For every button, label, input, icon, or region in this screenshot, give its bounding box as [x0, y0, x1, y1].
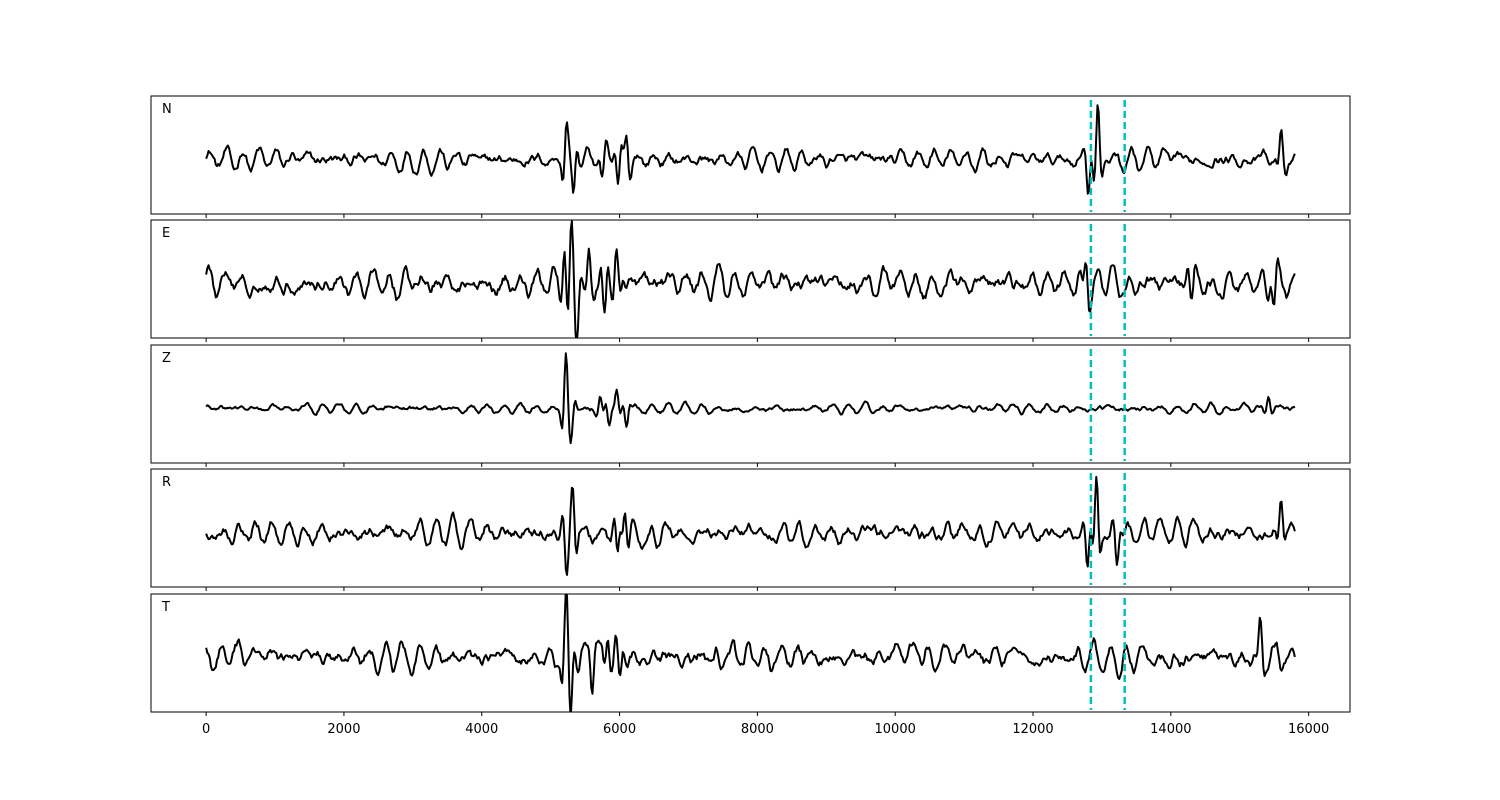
- panel-group: N E Z R T: [150, 95, 1351, 716]
- panel-e: E: [150, 219, 1351, 342]
- waveform-trace-e: [205, 220, 1296, 338]
- waveform-trace-n: [205, 104, 1296, 195]
- panel-frame: [150, 593, 1351, 713]
- x-tick-label: 12000: [1012, 722, 1053, 737]
- panel-frame: [150, 219, 1351, 339]
- panel-n: N: [150, 95, 1351, 218]
- panel-label-n: N: [162, 102, 172, 117]
- x-tick-label: 16000: [1288, 722, 1329, 737]
- panel-t: T: [150, 593, 1351, 716]
- panel-z: Z: [150, 344, 1351, 467]
- x-tick-label: 6000: [603, 722, 636, 737]
- panel-label-e: E: [162, 226, 170, 241]
- waveform-trace-t: [205, 594, 1296, 712]
- panel-label-t: T: [161, 600, 170, 615]
- panel-label-z: Z: [162, 351, 171, 366]
- x-tick-label: 2000: [327, 722, 360, 737]
- waveform-trace-r: [205, 475, 1296, 576]
- x-tick-label: 4000: [465, 722, 498, 737]
- x-tick-label: 0: [202, 722, 210, 737]
- waveform-trace-z: [205, 352, 1296, 445]
- panel-label-r: R: [162, 475, 171, 490]
- panel-frame: [150, 344, 1351, 464]
- panel-r: R: [150, 468, 1351, 591]
- x-axis: 0 2000 4000 6000 8000 10000 12000 14000 16000: [202, 722, 1329, 737]
- x-tick-label: 14000: [1150, 722, 1191, 737]
- panel-frame: [150, 95, 1351, 215]
- x-tick-label: 10000: [875, 722, 916, 737]
- x-tick-label: 8000: [741, 722, 774, 737]
- panel-frame: [150, 468, 1351, 588]
